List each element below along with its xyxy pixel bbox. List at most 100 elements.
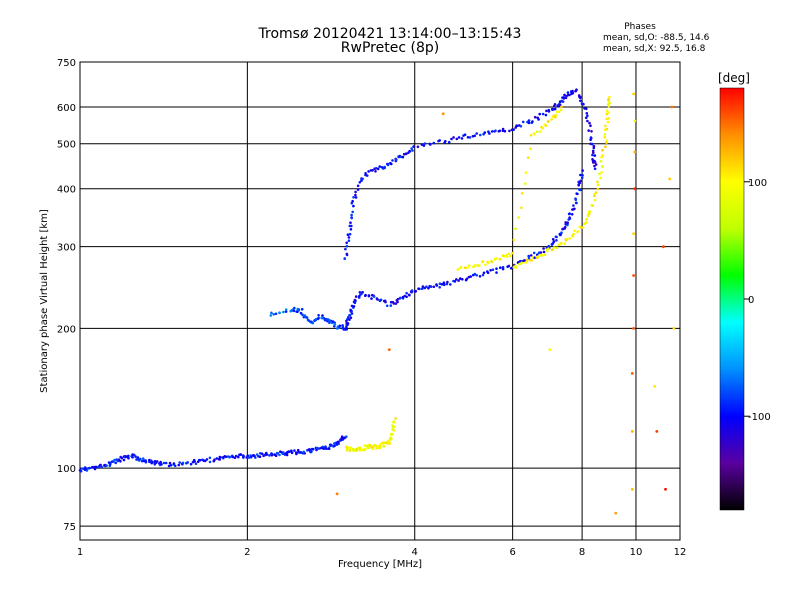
data-point	[442, 283, 446, 287]
data-point	[249, 455, 253, 459]
data-point	[192, 458, 196, 462]
data-point	[278, 311, 281, 315]
data-point	[208, 456, 212, 460]
data-point	[630, 487, 634, 491]
data-point	[455, 137, 459, 141]
data-point	[423, 142, 427, 145]
data-point	[576, 192, 579, 196]
data-point	[297, 308, 301, 312]
data-point	[122, 458, 126, 462]
data-point	[526, 156, 530, 159]
data-point	[275, 451, 279, 455]
data-point	[198, 458, 202, 462]
data-point	[489, 269, 492, 272]
data-point	[342, 328, 346, 331]
data-point	[604, 145, 607, 148]
data-point	[345, 328, 349, 331]
data-point	[422, 144, 426, 147]
data-point	[566, 223, 569, 227]
y-tick-label: 200	[57, 324, 76, 335]
data-point	[585, 107, 588, 111]
data-point	[346, 233, 350, 236]
data-point	[292, 309, 296, 313]
data-point	[590, 130, 593, 133]
data-point	[432, 141, 436, 145]
data-point	[349, 221, 352, 224]
data-point	[560, 108, 563, 111]
data-point	[547, 247, 550, 250]
data-point	[83, 466, 87, 469]
y-tick-label: 500	[57, 140, 76, 151]
data-point	[321, 314, 324, 317]
x-tick-label: 8	[579, 547, 585, 558]
data-point	[269, 314, 273, 317]
data-point	[484, 263, 487, 267]
data-point	[338, 324, 342, 328]
data-point	[319, 446, 323, 450]
data-point	[508, 129, 511, 133]
data-point	[351, 199, 354, 203]
data-point	[416, 145, 420, 149]
data-point	[134, 455, 137, 458]
data-point	[536, 116, 539, 120]
colorbar-ticks: 100 0 -100	[744, 178, 771, 423]
data-point	[396, 297, 400, 301]
data-point	[481, 273, 485, 277]
data-point	[301, 313, 304, 317]
data-point	[310, 320, 313, 324]
data-point	[420, 287, 424, 291]
data-point	[411, 149, 414, 152]
data-point	[501, 127, 505, 131]
data-point	[114, 461, 117, 465]
data-point	[231, 455, 235, 459]
data-point	[239, 453, 242, 456]
colorbar-tick-label: 100	[748, 178, 767, 189]
data-point	[324, 317, 328, 321]
data-point	[370, 297, 373, 300]
data-point	[100, 465, 103, 469]
data-point	[178, 461, 181, 464]
data-point	[535, 130, 539, 134]
data-point	[327, 447, 331, 451]
data-point	[337, 440, 340, 444]
data-point	[354, 193, 357, 197]
data-point	[373, 443, 376, 447]
data-point	[632, 274, 635, 277]
data-point	[347, 236, 351, 239]
data-point	[529, 134, 533, 137]
data-point	[186, 461, 189, 464]
data-point	[354, 190, 357, 194]
data-point	[529, 147, 532, 151]
data-point	[350, 216, 353, 219]
data-point	[85, 469, 89, 472]
data-point	[672, 327, 676, 330]
data-point	[507, 252, 511, 256]
data-point	[358, 448, 362, 452]
data-point	[429, 285, 433, 288]
data-point	[374, 170, 377, 173]
data-point	[521, 120, 525, 124]
data-point	[539, 251, 543, 254]
data-point	[333, 322, 337, 326]
data-point	[365, 174, 369, 177]
data-point	[605, 141, 608, 144]
data-point	[379, 298, 383, 302]
data-point	[604, 124, 607, 128]
data-point	[670, 105, 674, 109]
data-point	[324, 447, 327, 450]
data-point	[219, 456, 222, 459]
data-point	[352, 305, 356, 308]
data-point	[224, 455, 228, 459]
data-point	[347, 239, 351, 242]
data-point	[570, 213, 574, 216]
data-point	[144, 459, 147, 462]
data-point	[284, 308, 288, 311]
data-point	[586, 213, 590, 216]
data-point	[607, 117, 611, 120]
data-point	[93, 467, 97, 471]
data-point	[596, 180, 599, 184]
data-point	[553, 103, 557, 106]
data-point	[475, 132, 479, 135]
data-point	[505, 255, 509, 258]
